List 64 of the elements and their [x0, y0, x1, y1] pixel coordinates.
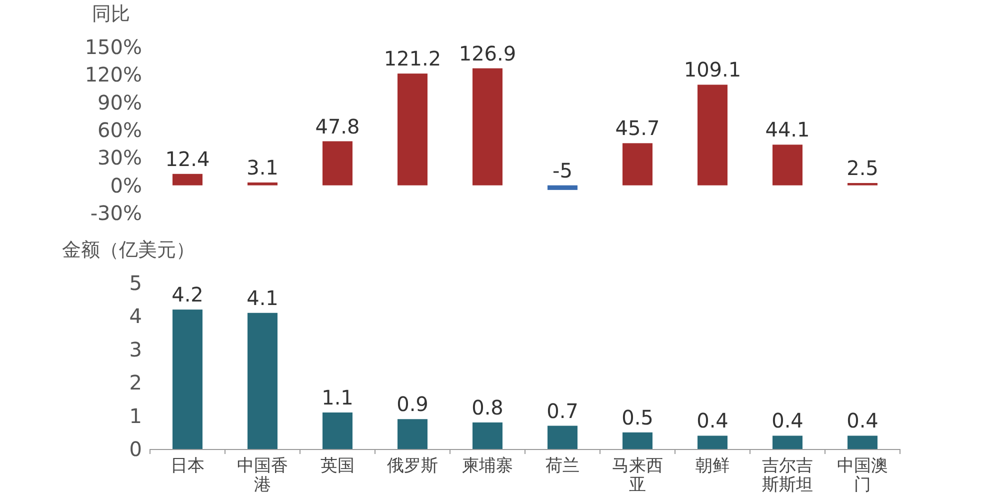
x-tick-label: 马来西亚	[612, 456, 663, 495]
y-tick-label: 150%	[84, 35, 142, 59]
data-label: -5	[552, 158, 572, 182]
x-tick-label: 中国香港	[237, 456, 288, 495]
data-label: 0.5	[622, 405, 654, 430]
bar	[398, 419, 428, 449]
data-label: 0.9	[396, 392, 428, 416]
data-label: 109.1	[684, 58, 742, 82]
data-label: 3.1	[246, 155, 278, 180]
data-label: 47.8	[315, 114, 360, 138]
bar	[698, 436, 728, 449]
bar	[472, 68, 502, 186]
bar	[248, 312, 278, 449]
bar	[622, 143, 652, 186]
data-label: 44.1	[765, 118, 810, 142]
x-tick-label: 吉尔吉斯斯坦	[762, 456, 813, 495]
x-tick-label: 日本	[170, 456, 204, 476]
bar	[548, 185, 578, 190]
data-label: 1.1	[322, 385, 354, 410]
y-axis-title: 金额（亿美元）	[62, 239, 195, 261]
bar	[322, 412, 352, 449]
bar	[848, 436, 878, 449]
y-tick-label: 1	[129, 404, 142, 428]
bar	[472, 422, 502, 449]
data-label: 2.5	[846, 156, 878, 180]
y-tick-label: 0%	[110, 173, 142, 198]
bar	[772, 144, 802, 186]
data-label: 0.8	[472, 395, 504, 420]
y-tick-label: 2	[129, 370, 142, 395]
y-tick-label: 60%	[98, 118, 142, 142]
x-tick-label: 俄罗斯	[387, 456, 438, 476]
bar	[772, 436, 802, 449]
data-label: 45.7	[615, 116, 660, 140]
data-label: 121.2	[384, 46, 442, 71]
data-label: 4.1	[246, 286, 278, 310]
bar	[622, 432, 652, 449]
data-label: 0.4	[846, 408, 878, 433]
data-label: 0.4	[696, 408, 728, 433]
bar	[548, 426, 578, 449]
data-label: 4.2	[172, 282, 204, 307]
y-tick-label: 90%	[98, 90, 142, 114]
x-tick-label: 朝鲜	[696, 456, 730, 476]
bar	[172, 310, 202, 449]
bar	[698, 84, 728, 186]
bar	[322, 141, 352, 186]
y-tick-label: 30%	[98, 146, 142, 170]
x-tick-label: 柬埔寨	[462, 456, 513, 476]
y-tick-label: 0	[129, 437, 142, 461]
x-tick-label: 荷兰	[546, 456, 580, 476]
bar	[398, 74, 428, 186]
data-label: 12.4	[165, 146, 210, 171]
y-tick-label: 5	[129, 271, 142, 295]
bar	[172, 174, 202, 186]
data-label: 126.9	[458, 41, 516, 66]
y-axis-title: 同比	[92, 3, 130, 25]
data-label: 0.4	[772, 408, 804, 433]
x-tick-label: 中国澳门	[837, 456, 888, 495]
x-tick-label: 英国	[320, 456, 354, 476]
data-label: 0.7	[546, 398, 578, 423]
y-tick-label: 4	[129, 304, 142, 328]
y-tick-label: 120%	[84, 62, 142, 87]
y-tick-label: 3	[129, 337, 142, 362]
bar	[248, 182, 278, 186]
y-tick-label: -30%	[90, 201, 142, 225]
